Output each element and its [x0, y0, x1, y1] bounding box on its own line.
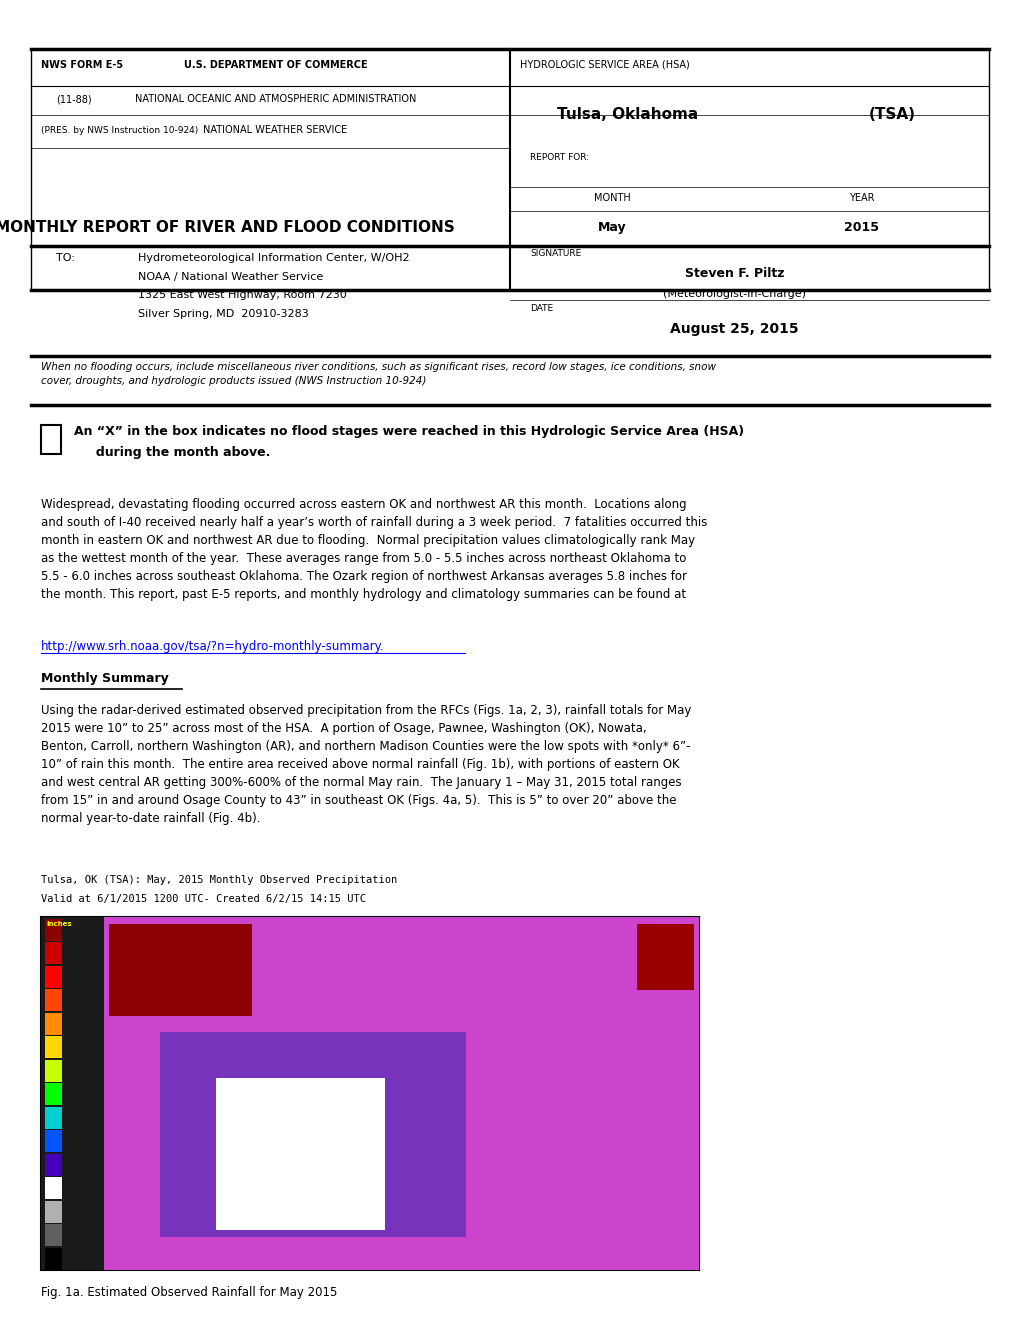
Bar	[104, 917, 698, 1270]
Bar	[109, 924, 252, 1016]
Text: Using the radar-derived estimated observed precipitation from the RFCs (Figs. 1a: Using the radar-derived estimated observ…	[41, 704, 691, 825]
Text: NWS FORM E-5: NWS FORM E-5	[41, 59, 123, 70]
Bar	[45, 1177, 62, 1200]
Text: Steven F. Piltz: Steven F. Piltz	[684, 267, 784, 280]
Bar	[45, 989, 62, 1011]
Bar	[45, 1224, 62, 1246]
Bar	[637, 924, 693, 990]
Text: Fig. 1a. Estimated Observed Rainfall for May 2015: Fig. 1a. Estimated Observed Rainfall for…	[41, 1286, 337, 1299]
Bar	[216, 1078, 384, 1230]
Bar	[45, 1036, 62, 1059]
Bar	[45, 1060, 62, 1082]
Text: U.S. DEPARTMENT OF COMMERCE: U.S. DEPARTMENT OF COMMERCE	[183, 59, 367, 70]
Text: Inches: Inches	[46, 921, 71, 928]
Bar	[45, 942, 62, 965]
Bar	[160, 1032, 466, 1237]
Bar	[45, 1082, 62, 1105]
Text: Widespread, devastating flooding occurred across eastern OK and northwest AR thi: Widespread, devastating flooding occurre…	[41, 498, 706, 601]
Bar	[41, 917, 104, 1270]
Bar	[45, 1130, 62, 1152]
Bar	[41, 917, 698, 1270]
Text: REPORT FOR:: REPORT FOR:	[530, 153, 589, 162]
Text: An “X” in the box indicates no flood stages were reached in this Hydrologic Serv: An “X” in the box indicates no flood sta…	[74, 425, 744, 438]
Text: (Meteorologist-in-Charge): (Meteorologist-in-Charge)	[662, 289, 805, 300]
Text: August 25, 2015: August 25, 2015	[669, 322, 798, 337]
Text: NOAA / National Weather Service: NOAA / National Weather Service	[138, 272, 323, 282]
Text: Tulsa, Oklahoma: Tulsa, Oklahoma	[556, 107, 697, 121]
Text: NATIONAL WEATHER SERVICE: NATIONAL WEATHER SERVICE	[203, 125, 347, 135]
Text: May: May	[597, 220, 626, 234]
Bar	[45, 1106, 62, 1129]
Bar	[41, 425, 61, 454]
Text: 1325 East West Highway, Room 7230: 1325 East West Highway, Room 7230	[138, 290, 346, 301]
Text: Monthly Summary: Monthly Summary	[41, 672, 168, 685]
Text: NATIONAL OCEANIC AND ATMOSPHERIC ADMINISTRATION: NATIONAL OCEANIC AND ATMOSPHERIC ADMINIS…	[135, 94, 416, 104]
Text: MONTHLY REPORT OF RIVER AND FLOOD CONDITIONS: MONTHLY REPORT OF RIVER AND FLOOD CONDIT…	[0, 219, 453, 235]
Bar	[45, 919, 62, 941]
Text: Tulsa, OK (TSA): May, 2015 Monthly Observed Precipitation: Tulsa, OK (TSA): May, 2015 Monthly Obser…	[41, 875, 396, 886]
Text: (PRES. by NWS Instruction 10-924): (PRES. by NWS Instruction 10-924)	[41, 125, 198, 135]
Bar	[45, 1012, 62, 1035]
Text: SIGNATURE: SIGNATURE	[530, 249, 581, 259]
Text: http://www.srh.noaa.gov/tsa/?n=hydro-monthly-summary.: http://www.srh.noaa.gov/tsa/?n=hydro-mon…	[41, 640, 384, 653]
Text: during the month above.: during the month above.	[74, 446, 271, 459]
Text: Silver Spring, MD  20910-3283: Silver Spring, MD 20910-3283	[138, 309, 308, 319]
Text: MONTH: MONTH	[593, 193, 630, 203]
Text: DATE: DATE	[530, 304, 553, 313]
Text: (TSA): (TSA)	[868, 107, 915, 121]
Text: When no flooding occurs, include miscellaneous river conditions, such as signifi: When no flooding occurs, include miscell…	[41, 362, 715, 385]
Text: Hydrometeorological Information Center, W/OH2: Hydrometeorological Information Center, …	[138, 253, 409, 264]
Bar	[45, 1247, 62, 1270]
Text: YEAR: YEAR	[848, 193, 874, 203]
Bar	[45, 965, 62, 987]
Text: TO:: TO:	[56, 253, 75, 264]
Bar	[45, 1154, 62, 1176]
Text: 2015: 2015	[844, 220, 878, 234]
Text: Valid at 6/1/2015 1200 UTC- Created 6/2/15 14:15 UTC: Valid at 6/1/2015 1200 UTC- Created 6/2/…	[41, 894, 366, 904]
Bar	[45, 1200, 62, 1222]
Text: HYDROLOGIC SERVICE AREA (HSA): HYDROLOGIC SERVICE AREA (HSA)	[520, 59, 689, 70]
Text: (11-88): (11-88)	[56, 94, 92, 104]
